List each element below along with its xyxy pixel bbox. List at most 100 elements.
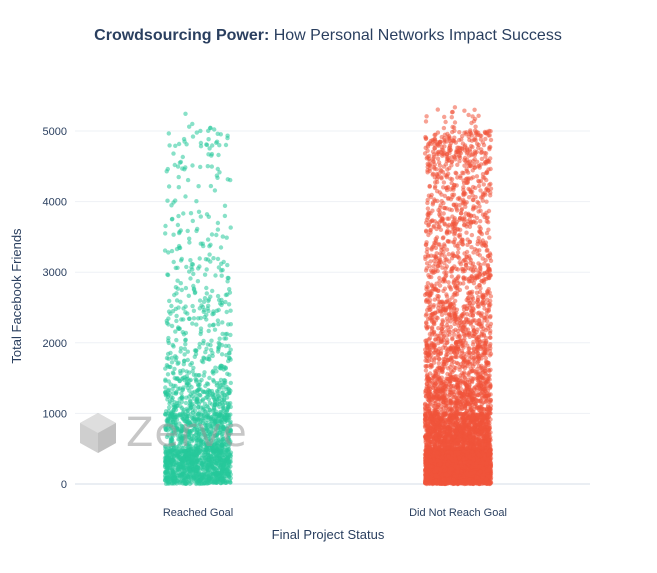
data-point	[166, 421, 171, 426]
data-point	[176, 305, 181, 310]
data-point	[471, 457, 476, 462]
data-point	[481, 452, 487, 457]
data-point	[225, 275, 230, 281]
data-point	[474, 480, 479, 485]
data-point	[429, 464, 434, 469]
data-point	[183, 285, 189, 291]
data-point	[204, 267, 209, 272]
data-point	[208, 342, 213, 348]
data-point	[216, 265, 222, 270]
data-point	[186, 423, 192, 428]
data-point	[216, 297, 222, 303]
data-point	[225, 177, 230, 182]
data-point	[183, 400, 189, 406]
data-point	[201, 427, 206, 432]
data-point	[183, 194, 188, 199]
data-point	[190, 163, 195, 168]
data-point	[210, 392, 215, 397]
data-point	[222, 203, 228, 208]
data-point	[192, 421, 197, 427]
data-point	[219, 477, 224, 482]
data-point	[204, 346, 209, 351]
data-point	[176, 386, 181, 391]
data-point	[191, 287, 197, 292]
data-point	[166, 379, 171, 384]
data-point	[163, 366, 168, 371]
data-point	[180, 154, 185, 160]
data-point	[178, 228, 183, 233]
data-point	[207, 407, 212, 412]
data-point	[182, 352, 187, 357]
data-point	[206, 328, 211, 334]
data-point	[175, 222, 181, 228]
data-point	[183, 111, 188, 117]
data-point	[172, 400, 177, 405]
data-point	[471, 462, 476, 467]
data-point	[169, 355, 175, 360]
data-point	[449, 466, 454, 472]
data-point	[208, 294, 213, 299]
data-point	[223, 442, 229, 447]
data-point	[180, 330, 185, 335]
data-point	[222, 213, 228, 219]
data-point	[222, 336, 227, 341]
data-point	[457, 479, 462, 484]
data-point	[194, 199, 199, 204]
data-point	[208, 125, 213, 131]
data-point	[228, 439, 233, 444]
data-point	[172, 416, 177, 421]
data-point	[179, 399, 185, 405]
data-point	[166, 387, 171, 392]
data-point	[216, 396, 222, 401]
data-point	[216, 152, 221, 158]
data-point	[183, 338, 188, 343]
data-point	[228, 475, 233, 481]
data-point	[476, 452, 482, 457]
data-point	[186, 414, 191, 419]
data-point	[180, 461, 185, 466]
data-point	[165, 351, 171, 357]
data-point	[195, 479, 200, 484]
data-point	[165, 372, 171, 377]
data-point	[219, 442, 225, 447]
data-point	[187, 398, 193, 403]
scatter-points	[162, 105, 494, 487]
data-point	[175, 466, 180, 471]
data-point	[197, 345, 202, 350]
data-point	[215, 220, 221, 226]
data-point	[163, 409, 169, 414]
data-point	[211, 256, 216, 261]
data-point	[210, 288, 215, 294]
data-point	[210, 323, 216, 328]
data-point	[208, 425, 214, 431]
data-point	[198, 241, 203, 246]
data-point	[171, 232, 176, 237]
data-point	[214, 402, 219, 408]
data-point	[169, 323, 175, 329]
data-point	[201, 338, 206, 344]
gridlines	[75, 130, 590, 485]
data-point	[194, 348, 199, 353]
data-point	[179, 256, 184, 262]
data-point	[216, 322, 221, 327]
data-point	[199, 456, 204, 461]
data-point	[171, 259, 176, 265]
data-point	[175, 265, 180, 270]
data-point	[469, 471, 474, 476]
data-point	[182, 474, 188, 480]
data-point	[225, 135, 230, 141]
data-point	[211, 437, 216, 442]
data-point	[202, 401, 208, 406]
data-point	[199, 443, 204, 448]
data-point	[225, 279, 230, 284]
data-point	[178, 349, 183, 354]
data-point	[184, 429, 189, 434]
data-point	[217, 385, 222, 390]
data-point	[214, 232, 219, 238]
data-point	[213, 426, 218, 432]
data-point	[173, 143, 178, 148]
data-point	[175, 470, 180, 476]
data-point	[227, 372, 232, 377]
data-point	[196, 373, 201, 378]
data-point	[214, 476, 220, 481]
